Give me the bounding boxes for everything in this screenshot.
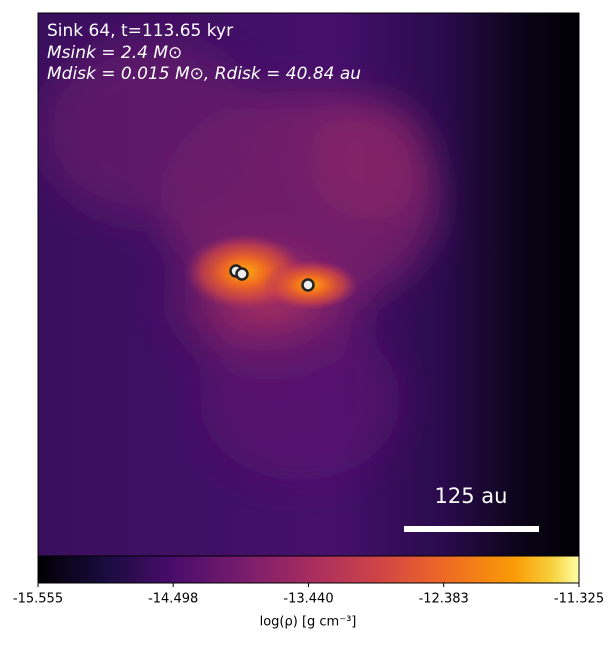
- sink-markers: [229, 264, 315, 292]
- density-map: [38, 13, 579, 556]
- scale-bar-label: 125 au: [435, 484, 508, 508]
- colorbar-tick-label: -14.498: [148, 592, 198, 607]
- colorbar-label: log(ρ) [g cm⁻³]: [260, 615, 357, 630]
- annotation: Msink = 2.4 M⊙: [47, 43, 182, 63]
- colorbar-tick-label: -13.440: [283, 592, 333, 607]
- annotation: Sink 64, t=113.65 kyr: [47, 21, 233, 41]
- colorbar-tick-label: -12.383: [419, 592, 469, 607]
- annotation: Mdisk = 0.015 M⊙, Rdisk = 40.84 au: [47, 64, 361, 84]
- colorbar-tick-label: -15.555: [13, 592, 63, 607]
- colorbar-tick-label: -11.325: [554, 592, 604, 607]
- colorbar: [37, 555, 580, 584]
